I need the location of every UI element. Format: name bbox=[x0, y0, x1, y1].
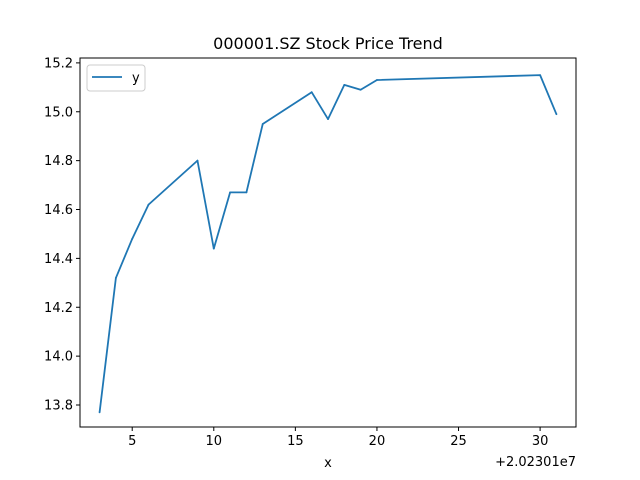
data-point bbox=[359, 88, 362, 91]
y-tick-label: 14.6 bbox=[44, 203, 73, 218]
data-point bbox=[229, 191, 232, 194]
data-point bbox=[376, 79, 378, 81]
series-layer bbox=[98, 74, 558, 414]
x-tick-label: 25 bbox=[450, 434, 467, 449]
data-point bbox=[261, 123, 264, 125]
x-tick-label: 5 bbox=[128, 434, 136, 449]
y-tick-label: 14.2 bbox=[44, 301, 73, 316]
data-point bbox=[147, 203, 150, 206]
series-line-y bbox=[98, 74, 558, 413]
x-tick-label: 10 bbox=[206, 434, 223, 449]
x-tick-label: 20 bbox=[369, 434, 386, 449]
y-axis: 13.8 14.0 14.2 14.4 14.6 14.8 15.0 15.2 bbox=[44, 56, 80, 414]
data-point bbox=[196, 159, 199, 162]
data-point bbox=[327, 118, 329, 120]
y-tick-label: 15.2 bbox=[44, 56, 73, 71]
data-point bbox=[555, 113, 558, 116]
x-axis-offset-label: +2.02301e7 bbox=[495, 455, 576, 470]
y-tick-label: 14.8 bbox=[44, 154, 73, 169]
chart-title: 000001.SZ Stock Price Trend bbox=[213, 34, 443, 53]
y-tick-label: 13.8 bbox=[44, 399, 73, 414]
x-tick-label: 30 bbox=[532, 434, 549, 449]
y-tick-label: 15.0 bbox=[44, 105, 73, 120]
y-tick-label: 14.0 bbox=[44, 350, 73, 365]
data-point bbox=[245, 191, 248, 194]
data-point bbox=[98, 411, 101, 414]
legend: y bbox=[86, 64, 146, 92]
data-point bbox=[114, 277, 117, 279]
data-point bbox=[343, 83, 346, 86]
plot-area bbox=[79, 57, 577, 428]
data-point bbox=[539, 74, 542, 77]
data-point bbox=[212, 247, 215, 250]
x-tick-label: 15 bbox=[287, 434, 304, 449]
x-axis: 5 10 15 20 25 30 bbox=[128, 427, 548, 449]
legend-box bbox=[86, 64, 146, 92]
y-tick-label: 14.4 bbox=[44, 252, 73, 267]
x-axis-label: x bbox=[324, 456, 332, 471]
data-point bbox=[131, 237, 134, 240]
data-point bbox=[310, 91, 313, 94]
legend-label-y: y bbox=[132, 71, 140, 86]
